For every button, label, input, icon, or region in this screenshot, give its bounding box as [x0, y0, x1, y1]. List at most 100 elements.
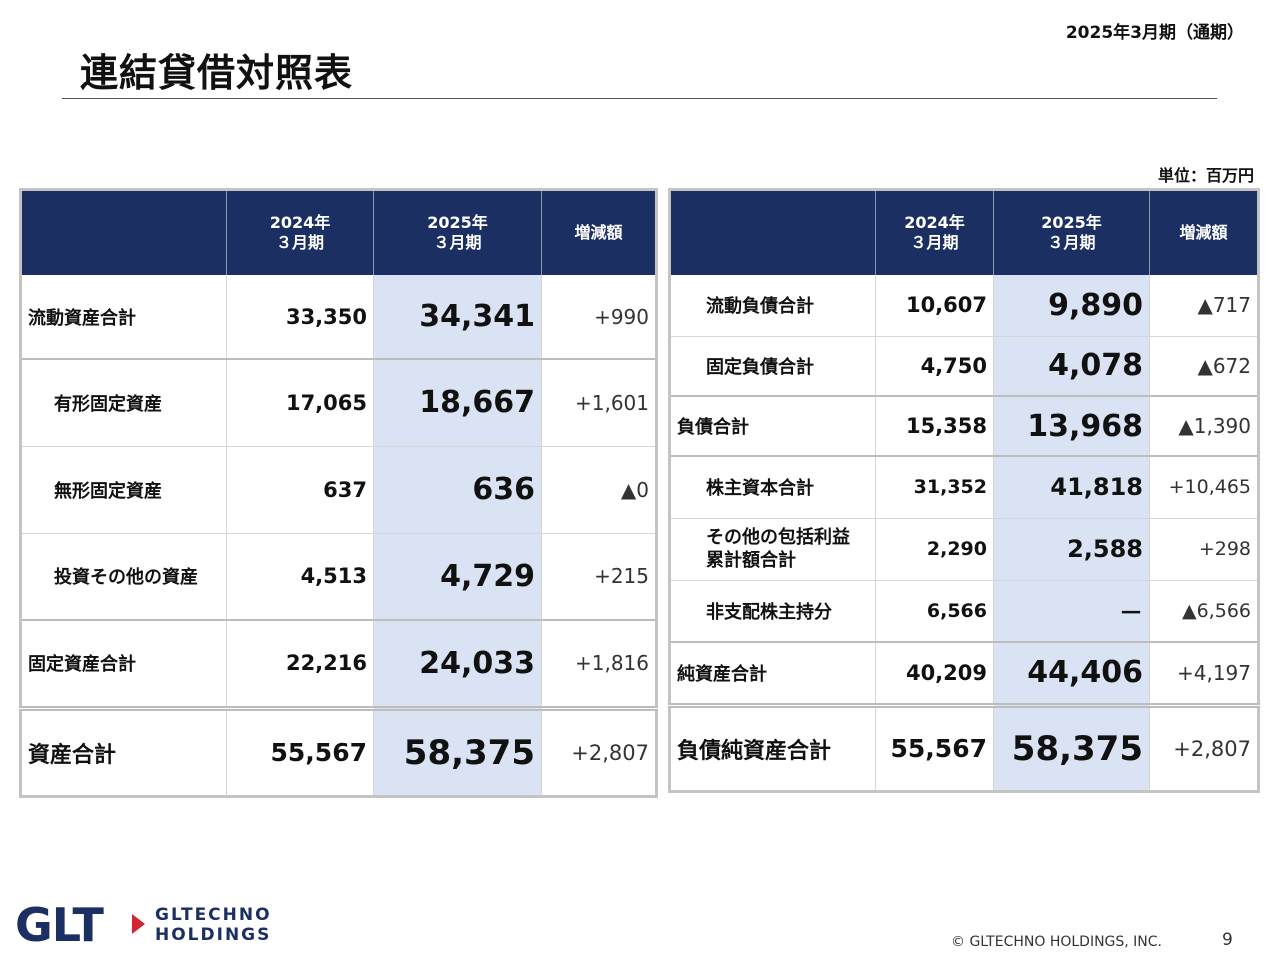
logo-line1: GLTECHNO: [155, 905, 272, 925]
total-row: 負債純資産合計 55,567 58,375 +2,807: [669, 702, 1259, 791]
prev-value: 15,358: [875, 395, 994, 456]
unit-label: 単位：百万円: [1157, 166, 1254, 185]
table-row: 固定資産合計 22,216 24,033 +1,816: [20, 619, 657, 708]
current-value: 2,588: [993, 517, 1150, 580]
company-logo: GLT GLTECHNO HOLDINGS: [15, 898, 270, 952]
assets-header-cur-line1: 2025年: [427, 213, 488, 232]
row-label: 固定資産合計: [20, 619, 227, 708]
row-label: 純資産合計: [669, 641, 876, 705]
assets-header-prev-line1: 2024年: [269, 213, 331, 232]
row-label: 流動資産合計: [20, 275, 227, 359]
logo-wordmark: GLTECHNO HOLDINGS: [155, 905, 272, 945]
liabilities-header-prev: 2024年 ３月期: [875, 189, 994, 275]
current-value: 4,729: [373, 532, 542, 620]
change-value: +990: [594, 304, 649, 329]
current-value: 41,818: [993, 455, 1150, 518]
current-value: 9,890: [993, 275, 1150, 336]
logo-line2: HOLDINGS: [155, 925, 272, 945]
row-label: 負債合計: [669, 395, 876, 456]
change-value: +215: [541, 532, 657, 620]
change-value: +1,601: [541, 358, 657, 446]
change-value: +2,807: [541, 705, 657, 796]
liabilities-header-prev-line1: 2024年: [904, 213, 965, 232]
assets-header-diff: 増減額: [541, 189, 657, 275]
current-value: 34,341: [373, 275, 542, 359]
row-label-line2: 累計額合計: [706, 550, 796, 571]
assets-header-cur-line2: ３月期: [433, 233, 482, 252]
change-value: +4,197: [1149, 641, 1259, 705]
prev-value: 22,216: [226, 619, 374, 708]
liabilities-header-row: 2024年 ３月期 2025年 ３月期 増減額: [669, 189, 1259, 275]
row-label: 負債純資産合計: [669, 702, 876, 791]
assets-header-label: [20, 189, 227, 275]
prev-value: 10,607: [875, 275, 994, 336]
row-label: その他の包括利益 累計額合計: [669, 517, 876, 580]
copyright: © GLTECHNO HOLDINGS, INC.: [951, 934, 1163, 950]
row-label: 投資その他の資産: [20, 532, 227, 620]
change-value: ▲672: [1149, 335, 1259, 396]
change-value: ▲0: [541, 445, 657, 533]
row-label: 資産合計: [20, 705, 227, 796]
current-value: 24,033: [373, 619, 542, 708]
prev-value: 4,750: [875, 335, 994, 396]
assets-header-prev: 2024年 ３月期: [226, 189, 374, 275]
liabilities-header-cur-line1: 2025年: [1041, 213, 1102, 232]
assets-header-cur: 2025年 ３月期: [373, 189, 542, 275]
table-row: 非支配株主持分 6,566 － ▲6,566: [669, 579, 1259, 642]
liabilities-table: 2024年 ３月期 2025年 ３月期 増減額 流動負債合計 10,607 9,…: [668, 188, 1260, 793]
row-label: 固定負債合計: [669, 335, 876, 396]
table-row: 株主資本合計 31,352 41,818 +10,465: [669, 455, 1259, 518]
row-label: 株主資本合計: [669, 455, 876, 518]
current-value: 636: [373, 445, 542, 533]
page-number: 9: [1222, 930, 1233, 950]
current-value: －: [993, 579, 1150, 642]
total-row: 資産合計 55,567 58,375 +2,807: [20, 705, 657, 796]
liabilities-header-cur-line2: ３月期: [1047, 233, 1096, 252]
logo-triangle-icon: [132, 914, 145, 934]
current-value: 58,375: [993, 702, 1150, 791]
change-value: +298: [1149, 517, 1259, 580]
table-row: 純資産合計 40,209 44,406 +4,197: [669, 641, 1259, 705]
current-value: 58,375: [373, 705, 542, 796]
liabilities-header-prev-line2: ３月期: [910, 233, 959, 252]
prev-value: 31,352: [875, 455, 994, 518]
table-row: 投資その他の資産 4,513 4,729 +215: [20, 532, 657, 620]
change-value: +1,816: [541, 619, 657, 708]
liabilities-header-cur: 2025年 ３月期: [993, 189, 1150, 275]
prev-value: 6,566: [875, 579, 994, 642]
period-label: 2025年3月期（通期）: [1065, 23, 1244, 43]
change-value: ▲717: [1197, 293, 1251, 318]
page-title: 連結貸借対照表: [80, 51, 354, 95]
prev-value: 55,567: [226, 705, 374, 796]
prev-value: 17,065: [226, 358, 374, 446]
current-value: 18,667: [373, 358, 542, 446]
prev-value: 2,290: [875, 517, 994, 580]
assets-header-prev-line2: ３月期: [275, 233, 324, 252]
current-value: 44,406: [993, 641, 1150, 705]
current-value: 4,078: [993, 335, 1150, 396]
prev-value: 33,350: [226, 275, 374, 359]
change-value: ▲6,566: [1149, 579, 1259, 642]
liabilities-header-diff: 増減額: [1149, 189, 1259, 275]
prev-value: 40,209: [875, 641, 994, 705]
current-value: 13,968: [993, 395, 1150, 456]
row-label-line1: その他の包括利益: [706, 526, 850, 548]
change-value: +2,807: [1149, 702, 1259, 791]
title-divider: [62, 98, 1217, 99]
table-row: その他の包括利益 累計額合計 2,290 2,588 +298: [669, 517, 1259, 580]
table-row: 無形固定資産 637 636 ▲0: [20, 445, 657, 533]
row-label: 流動負債合計: [669, 275, 876, 336]
table-row: 流動資産合計 33,350 34,341 +990: [20, 275, 657, 359]
row-label: 無形固定資産: [20, 445, 227, 533]
liabilities-header-label: [669, 189, 876, 275]
change-value: +10,465: [1149, 455, 1259, 518]
table-row: 負債合計 15,358 13,968 ▲1,390: [669, 395, 1259, 456]
assets-header-row: 2024年 ３月期 2025年 ３月期 増減額: [20, 189, 657, 275]
row-label: 有形固定資産: [20, 358, 227, 446]
table-row: 有形固定資産 17,065 18,667 +1,601: [20, 358, 657, 446]
prev-value: 637: [226, 445, 374, 533]
logo-mark: GLT: [15, 898, 104, 952]
row-label: 非支配株主持分: [669, 579, 876, 642]
table-row: 固定負債合計 4,750 4,078 ▲672: [669, 335, 1259, 396]
prev-value: 4,513: [226, 532, 374, 620]
